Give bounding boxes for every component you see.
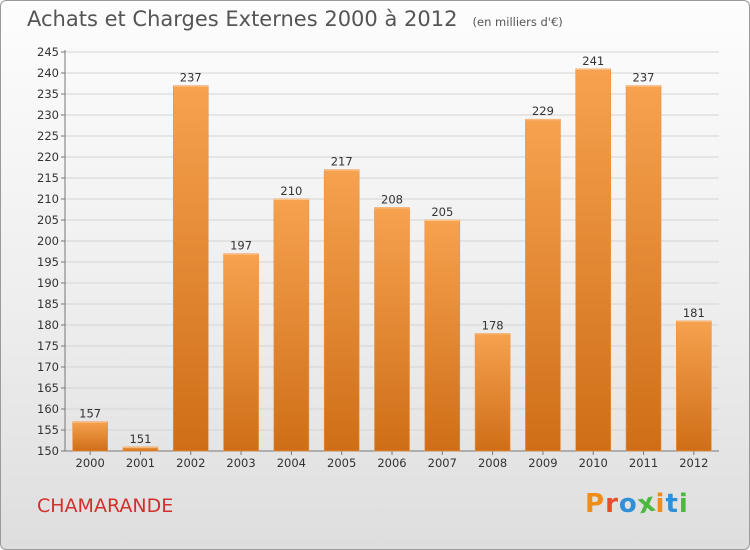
- y-tick-label: 205: [37, 213, 59, 227]
- y-tick-label: 220: [37, 150, 59, 164]
- y-tick-label: 210: [37, 192, 59, 206]
- logo-letter: i: [678, 489, 689, 519]
- x-tick-label: 2002: [176, 456, 205, 470]
- y-tick-label: 150: [37, 444, 59, 458]
- data-label: 237: [180, 71, 202, 85]
- y-tick-label: 240: [37, 66, 59, 80]
- bar: [323, 169, 360, 452]
- y-tick-label: 200: [37, 234, 59, 248]
- y-tick-label: 170: [37, 360, 59, 374]
- bar: [72, 421, 108, 452]
- bar: [525, 118, 561, 452]
- y-tick-label: 195: [37, 255, 59, 269]
- bar: [273, 198, 310, 452]
- bar: [575, 68, 612, 452]
- data-label: 157: [79, 407, 101, 421]
- y-tick-label: 235: [37, 87, 59, 101]
- chart-header: Achats et Charges Externes 2000 à 2012 (…: [27, 7, 563, 31]
- chart-subtitle: (en milliers d'€): [472, 15, 563, 29]
- x-tick-label: 2007: [428, 456, 457, 470]
- logo-letter: t: [665, 489, 679, 519]
- x-tick-label: 2001: [126, 456, 155, 470]
- x-tick-label: 2009: [528, 456, 557, 470]
- y-tick-label: 155: [37, 423, 59, 437]
- logo-letter: P: [585, 489, 606, 519]
- x-tick-label: 2011: [629, 456, 658, 470]
- data-label: 181: [683, 306, 705, 320]
- y-tick-label: 165: [37, 381, 59, 395]
- commune-name: CHAMARANDE: [37, 495, 174, 517]
- data-label: 197: [230, 239, 252, 253]
- chart-title: Achats et Charges Externes 2000 à 2012: [27, 7, 458, 31]
- logo-letter: o: [618, 489, 638, 519]
- y-tick-label: 185: [37, 297, 59, 311]
- data-label: 178: [482, 318, 504, 332]
- y-tick-label: 180: [37, 318, 59, 332]
- bar: [625, 85, 662, 452]
- x-tick-label: 2008: [478, 456, 507, 470]
- bar: [676, 320, 712, 452]
- y-tick-label: 160: [37, 402, 59, 416]
- labels: 150 155 160 165 170 175 180 185 190 195 200 205 210 2…: [37, 45, 708, 470]
- x-tick-label: 2004: [277, 456, 306, 470]
- data-label: 210: [280, 184, 302, 198]
- x-tick-label: 2000: [76, 456, 105, 470]
- y-tick-label: 230: [37, 108, 59, 122]
- bar: [172, 85, 209, 452]
- bar: [223, 253, 259, 452]
- x-tick-label: 2005: [327, 456, 356, 470]
- y-tick-label: 245: [37, 45, 59, 59]
- data-label: 217: [331, 155, 353, 169]
- y-tick-label: 215: [37, 171, 59, 185]
- data-label: 208: [381, 192, 403, 206]
- data-label: 205: [431, 205, 453, 219]
- logo-letter: i: [655, 489, 666, 519]
- y-tick-label: 175: [37, 339, 59, 353]
- x-tick-label: 2003: [226, 456, 255, 470]
- bar: [424, 219, 461, 452]
- bar: [474, 333, 511, 452]
- data-label: 237: [633, 71, 655, 85]
- bar: [374, 207, 410, 452]
- bars: [72, 68, 712, 452]
- proxiti-logo[interactable]: Proxiti: [585, 487, 689, 520]
- x-tick-label: 2010: [579, 456, 608, 470]
- data-label: 229: [532, 104, 554, 118]
- x-tick-label: 2006: [377, 456, 406, 470]
- logo-letter: r: [605, 489, 619, 519]
- y-tick-label: 225: [37, 129, 59, 143]
- data-label: 151: [129, 432, 151, 446]
- x-tick-label: 2012: [679, 456, 708, 470]
- y-tick-label: 190: [37, 276, 59, 290]
- data-label: 241: [582, 54, 604, 68]
